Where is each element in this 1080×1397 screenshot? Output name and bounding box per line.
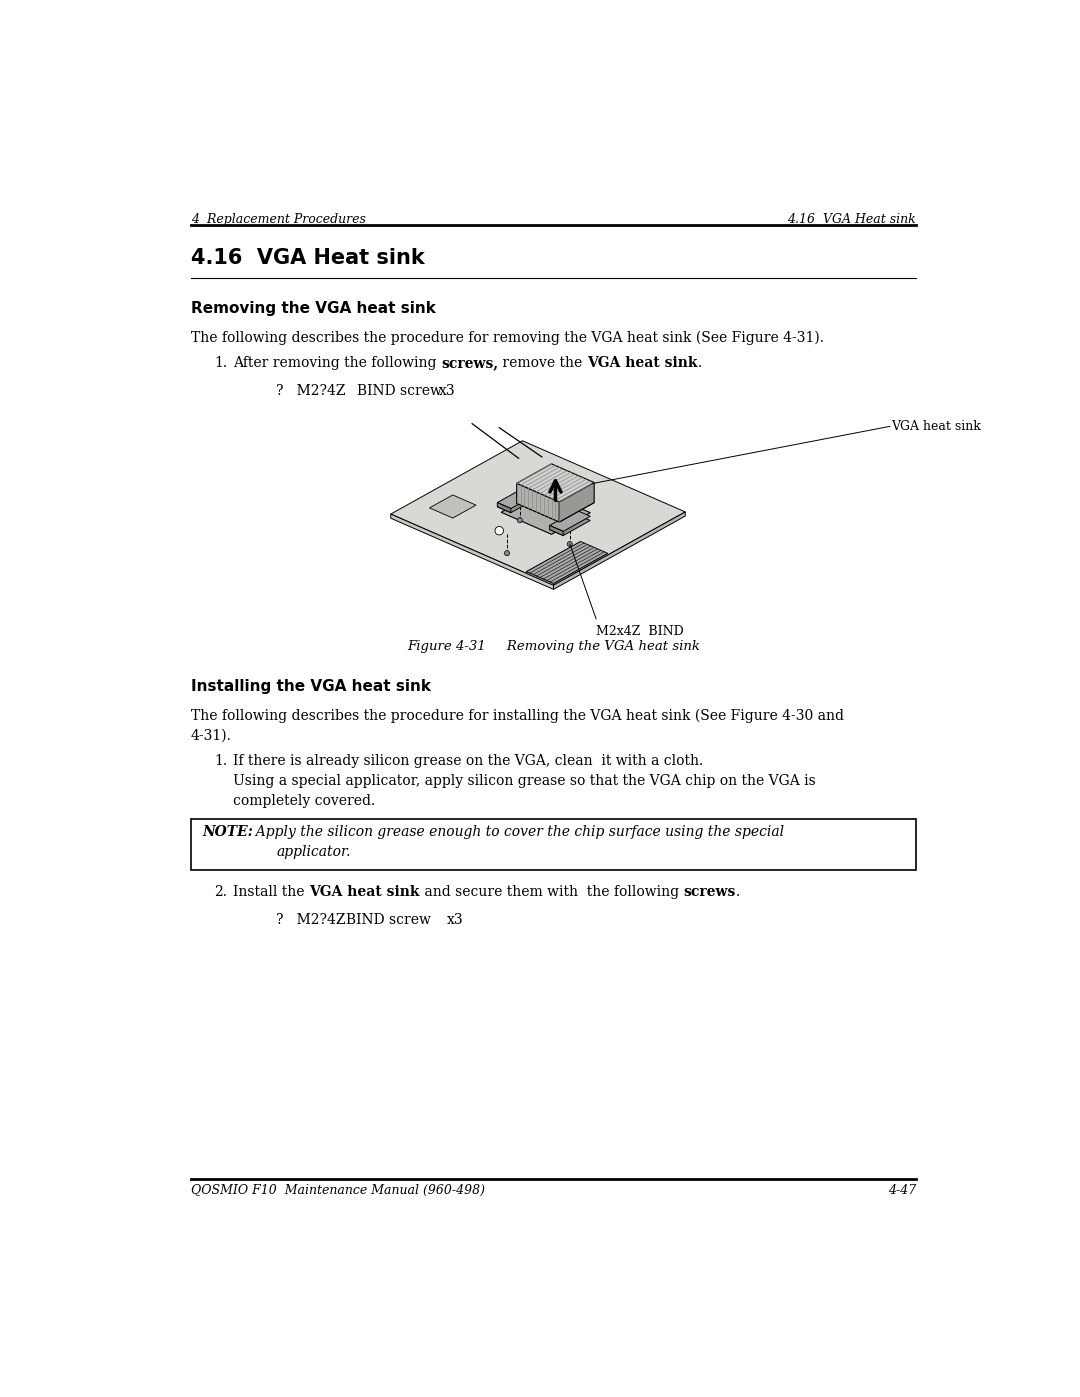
Polygon shape xyxy=(526,571,554,585)
Polygon shape xyxy=(516,483,594,522)
Circle shape xyxy=(567,542,572,546)
Polygon shape xyxy=(550,514,591,535)
Polygon shape xyxy=(497,489,542,513)
Text: 4.16  VGA Heat sink: 4.16 VGA Heat sink xyxy=(191,249,424,268)
Circle shape xyxy=(517,518,523,522)
Text: 1.: 1. xyxy=(214,754,227,768)
Text: 4-47: 4-47 xyxy=(888,1185,916,1197)
Text: Installing the VGA heat sink: Installing the VGA heat sink xyxy=(191,679,431,694)
Text: 4.16  VGA Heat sink: 4.16 VGA Heat sink xyxy=(787,214,916,226)
Text: screws: screws xyxy=(684,886,735,900)
Text: The following describes the procedure for removing the VGA heat sink (See Figure: The following describes the procedure fo… xyxy=(191,330,824,345)
Polygon shape xyxy=(497,503,511,513)
Text: VGA heat sink: VGA heat sink xyxy=(588,356,698,370)
Text: remove the: remove the xyxy=(499,356,588,370)
Polygon shape xyxy=(550,525,563,535)
Text: Figure 4-31     Removing the VGA heat sink: Figure 4-31 Removing the VGA heat sink xyxy=(407,640,700,654)
Text: M2x4Z  BIND: M2x4Z BIND xyxy=(596,624,684,638)
Polygon shape xyxy=(516,464,594,502)
Text: If there is already silicon grease on the VGA, clean  it with a cloth.: If there is already silicon grease on th… xyxy=(233,754,704,768)
Text: The following describes the procedure for installing the VGA heat sink (See Figu: The following describes the procedure fo… xyxy=(191,708,843,722)
Text: and secure them with  the following: and secure them with the following xyxy=(420,886,684,900)
Text: x3: x3 xyxy=(438,384,456,398)
Polygon shape xyxy=(559,482,594,522)
Text: applicator.: applicator. xyxy=(276,845,351,859)
Text: .: . xyxy=(735,886,740,900)
Text: Using a special applicator, apply silicon grease so that the VGA chip on the VGA: Using a special applicator, apply silico… xyxy=(233,774,816,788)
Text: Removing the VGA heat sink: Removing the VGA heat sink xyxy=(191,300,435,316)
Polygon shape xyxy=(526,542,608,584)
Text: Install the: Install the xyxy=(233,886,309,900)
Polygon shape xyxy=(501,490,591,534)
Text: completely covered.: completely covered. xyxy=(233,795,376,809)
Polygon shape xyxy=(516,483,559,522)
Text: ?   M2?4Z: ? M2?4Z xyxy=(276,914,346,928)
Text: BIND screw: BIND screw xyxy=(357,384,443,398)
Text: screws,: screws, xyxy=(442,356,499,370)
Polygon shape xyxy=(554,511,685,590)
Polygon shape xyxy=(391,514,554,590)
Text: QOSMIO F10  Maintenance Manual (960-498): QOSMIO F10 Maintenance Manual (960-498) xyxy=(191,1185,485,1197)
Text: 2.: 2. xyxy=(214,886,227,900)
Polygon shape xyxy=(391,441,685,585)
Polygon shape xyxy=(497,485,542,509)
Text: After removing the following: After removing the following xyxy=(233,356,442,370)
Text: .: . xyxy=(698,356,702,370)
Text: 4  Replacement Procedures: 4 Replacement Procedures xyxy=(191,214,366,226)
Text: 1.: 1. xyxy=(214,356,227,370)
Text: NOTE:: NOTE: xyxy=(202,826,254,840)
Circle shape xyxy=(495,527,503,535)
Text: ?   M2?4Z: ? M2?4Z xyxy=(276,384,346,398)
FancyBboxPatch shape xyxy=(191,819,916,870)
Polygon shape xyxy=(430,495,476,518)
Text: Apply the silicon grease enough to cover the chip surface using the special: Apply the silicon grease enough to cover… xyxy=(246,826,784,840)
Text: x3: x3 xyxy=(446,914,463,928)
Text: VGA heat sink: VGA heat sink xyxy=(891,420,982,433)
Text: 4-31).: 4-31). xyxy=(191,728,232,742)
Text: BIND screw: BIND screw xyxy=(346,914,431,928)
Polygon shape xyxy=(550,510,591,531)
Circle shape xyxy=(504,550,510,556)
Text: VGA heat sink: VGA heat sink xyxy=(309,886,420,900)
